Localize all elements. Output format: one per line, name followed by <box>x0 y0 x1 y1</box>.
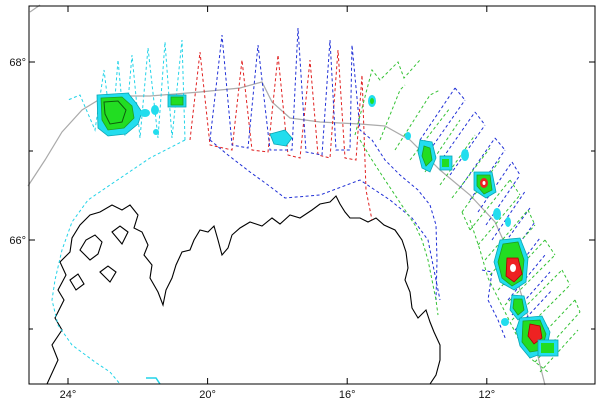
density-patch <box>269 129 293 147</box>
lon-tick-label: 20° <box>199 389 216 401</box>
map-frame <box>28 5 596 385</box>
coastal-mark <box>146 377 161 385</box>
latitude-ticks: 68° 66° <box>9 57 595 330</box>
lon-tick-label: 24° <box>60 389 77 401</box>
density-patch <box>140 109 150 117</box>
lon-tick-label: 12° <box>478 389 495 401</box>
lon-tick-label: 16° <box>339 389 356 401</box>
density-patch <box>493 208 501 220</box>
track-red <box>189 49 373 221</box>
iceland-coastline <box>46 195 441 385</box>
track-cyan <box>51 39 186 385</box>
density-patch <box>461 149 469 161</box>
density-patch <box>103 100 127 125</box>
density-patch <box>512 298 525 316</box>
density-patch <box>151 105 159 115</box>
lat-tick-label: 68° <box>9 57 26 69</box>
density-patch <box>442 159 449 167</box>
density-patch <box>482 181 486 185</box>
density-patch <box>501 318 509 326</box>
density-patch <box>170 96 184 106</box>
density-patch <box>505 217 511 227</box>
track-blue <box>209 27 553 341</box>
density-patch <box>421 145 433 167</box>
density-patch <box>153 129 159 135</box>
density-patch <box>510 264 516 272</box>
longitude-ticks: 24° 20° 16° 12° <box>60 6 495 401</box>
lat-tick-label: 66° <box>9 235 26 247</box>
density-patch <box>370 98 374 104</box>
density-patch <box>405 132 411 140</box>
density-patch <box>541 343 554 353</box>
density-patches <box>96 92 559 359</box>
